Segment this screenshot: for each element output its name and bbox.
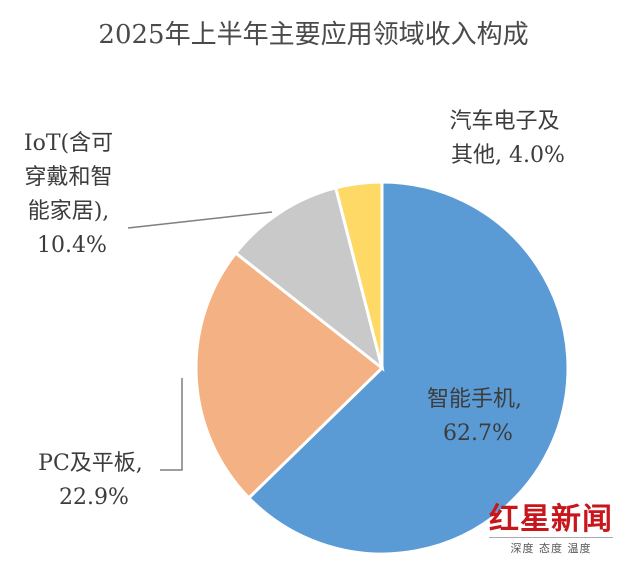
iot-leader-line bbox=[127, 211, 273, 229]
watermark-logo: 红星新闻 深度 态度 温度 bbox=[489, 503, 613, 556]
label-smartphone: 智能手机, 62.7% bbox=[427, 387, 529, 446]
watermark-sub: 深度 态度 温度 bbox=[489, 537, 613, 556]
chart-title: 2025年上半年主要应用领域收入构成 bbox=[98, 20, 529, 50]
pie-slices bbox=[194, 180, 570, 556]
label-pc: PC及平板, 22.9% bbox=[38, 451, 150, 510]
slice-smartphone bbox=[246, 180, 570, 556]
slice-iot bbox=[233, 186, 385, 372]
watermark-main: 红星新闻 bbox=[489, 502, 613, 537]
label-auto: 汽车电子及 其他, 4.0% bbox=[449, 109, 566, 168]
slice-pc bbox=[194, 250, 385, 500]
label-iot: IoT(含可 穿戴和智 能家居), 10.4% bbox=[24, 131, 120, 258]
pc-leader-line bbox=[160, 378, 183, 471]
slice-auto bbox=[333, 180, 384, 369]
